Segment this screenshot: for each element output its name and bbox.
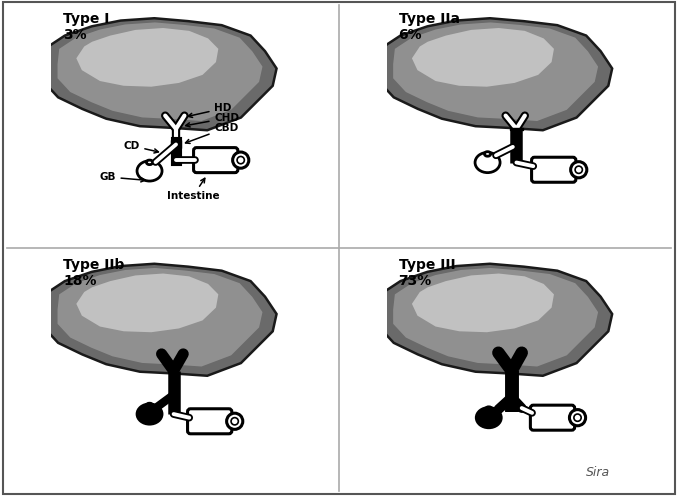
Text: Type IIa
6%: Type IIa 6% bbox=[399, 12, 460, 42]
FancyBboxPatch shape bbox=[192, 413, 227, 429]
Polygon shape bbox=[43, 264, 277, 376]
Polygon shape bbox=[58, 268, 262, 367]
Polygon shape bbox=[412, 273, 554, 332]
Circle shape bbox=[237, 156, 244, 164]
Ellipse shape bbox=[476, 408, 501, 428]
Polygon shape bbox=[393, 268, 598, 367]
FancyBboxPatch shape bbox=[530, 405, 575, 430]
Text: CHD: CHD bbox=[186, 113, 239, 127]
FancyBboxPatch shape bbox=[188, 409, 232, 434]
Text: Intestine: Intestine bbox=[167, 178, 219, 201]
Polygon shape bbox=[379, 18, 612, 130]
FancyBboxPatch shape bbox=[535, 410, 570, 426]
Polygon shape bbox=[379, 264, 612, 376]
Ellipse shape bbox=[146, 403, 153, 408]
Text: GB: GB bbox=[99, 172, 145, 182]
Polygon shape bbox=[77, 28, 218, 87]
Circle shape bbox=[575, 166, 582, 174]
Text: Type III
73%: Type III 73% bbox=[399, 258, 455, 288]
Text: CD: CD bbox=[123, 141, 159, 153]
Bar bbox=[510, 127, 523, 130]
Circle shape bbox=[226, 413, 243, 430]
Ellipse shape bbox=[485, 152, 491, 156]
Circle shape bbox=[570, 410, 586, 426]
Circle shape bbox=[571, 162, 587, 178]
Text: Type I
3%: Type I 3% bbox=[63, 12, 109, 42]
FancyBboxPatch shape bbox=[536, 162, 572, 178]
Polygon shape bbox=[58, 22, 262, 121]
FancyBboxPatch shape bbox=[193, 148, 238, 173]
FancyBboxPatch shape bbox=[532, 157, 576, 182]
Ellipse shape bbox=[137, 404, 162, 424]
Polygon shape bbox=[43, 18, 277, 130]
Text: Type IIb
18%: Type IIb 18% bbox=[63, 258, 124, 288]
Text: CBD: CBD bbox=[186, 123, 239, 143]
Ellipse shape bbox=[146, 160, 153, 165]
Polygon shape bbox=[393, 22, 598, 121]
Polygon shape bbox=[77, 273, 218, 332]
Circle shape bbox=[233, 152, 249, 168]
FancyBboxPatch shape bbox=[198, 152, 233, 168]
Ellipse shape bbox=[475, 152, 500, 173]
Bar bbox=[171, 140, 181, 148]
Text: Sira: Sira bbox=[586, 466, 610, 479]
Circle shape bbox=[574, 414, 581, 421]
Ellipse shape bbox=[137, 161, 162, 181]
Circle shape bbox=[231, 418, 239, 425]
Text: HD: HD bbox=[188, 103, 232, 118]
Ellipse shape bbox=[485, 407, 492, 411]
Polygon shape bbox=[412, 28, 554, 87]
